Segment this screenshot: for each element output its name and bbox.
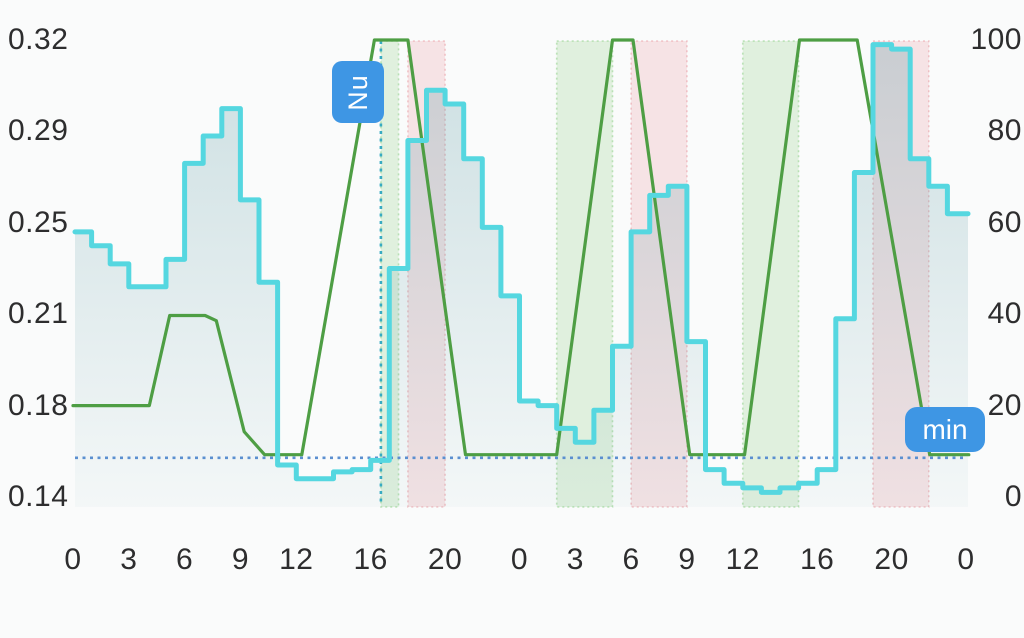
x-tick-label: 6 (622, 543, 640, 576)
x-tick-label: 3 (566, 543, 584, 576)
x-tick-label: 12 (279, 543, 314, 576)
y-right-tick-label: 80 (987, 114, 1022, 148)
x-tick-label: 20 (874, 543, 909, 576)
now-marker-badge: Nu (332, 61, 384, 123)
x-tick-label: 3 (120, 543, 138, 576)
y-left-tick-label: 0.25 (8, 205, 69, 239)
x-tick-label: 0 (64, 543, 82, 576)
min-marker-label: min (922, 413, 968, 445)
cyan-series-area (75, 44, 968, 507)
y-right-tick-label: 20 (987, 388, 1022, 422)
y-left-tick-label: 0.18 (8, 388, 69, 422)
y-right-tick-label: 60 (987, 205, 1022, 239)
y-left-tick-label: 0.29 (8, 114, 69, 148)
x-tick-label: 16 (353, 543, 388, 576)
y-right-tick-label: 40 (987, 297, 1022, 331)
now-marker-label: Nu (342, 73, 373, 111)
x-tick-label: 9 (231, 543, 250, 576)
x-tick-label: 6 (176, 543, 194, 576)
x-tick-label: 0 (510, 543, 529, 576)
x-tick-label: 0 (957, 543, 975, 576)
y-right-tick-label: 100 (970, 23, 1022, 56)
y-right-tick-label: 0 (1004, 480, 1022, 513)
min-marker-badge: min (905, 407, 985, 452)
y-left-tick-label: 0.32 (8, 23, 69, 56)
cyan-series-line (72, 42, 971, 495)
y-left-tick-label: 0.14 (8, 480, 69, 513)
green-series-line (71, 38, 971, 457)
x-tick-label: 20 (427, 543, 463, 576)
y-left-tick-label: 0.21 (8, 297, 69, 331)
x-tick-label: 12 (725, 543, 760, 576)
x-tick-label: 9 (678, 543, 696, 576)
x-tick-label: 16 (799, 543, 835, 576)
